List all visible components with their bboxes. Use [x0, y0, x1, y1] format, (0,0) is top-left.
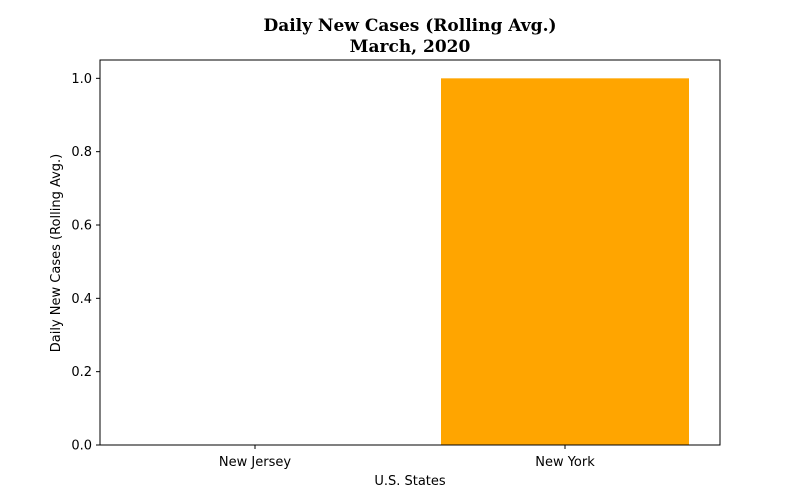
plot-frame	[99, 59, 721, 446]
y-tick-label: 0.8	[71, 145, 92, 160]
bar-new-york	[441, 78, 689, 445]
y-tick-label: 0.0	[71, 439, 92, 454]
x-tick-label: New York	[535, 455, 595, 470]
chart-subtitle: March, 2020	[350, 37, 471, 57]
y-axis-label: Daily New Cases (Rolling Avg.)	[49, 154, 64, 352]
y-tick-label: 0.6	[71, 219, 92, 234]
y-tick-label: 0.2	[71, 365, 92, 380]
x-axis-label: U.S. States	[374, 474, 446, 489]
plot-area: 0.0 0.2 0.4 0.6 0.8 1.0 New Jersey New York	[71, 59, 721, 470]
x-tick-label: New Jersey	[219, 455, 291, 470]
chart-title: Daily New Cases (Rolling Avg.)	[263, 16, 556, 36]
y-tick-label: 0.4	[71, 292, 92, 307]
y-tick-label: 1.0	[71, 72, 92, 87]
